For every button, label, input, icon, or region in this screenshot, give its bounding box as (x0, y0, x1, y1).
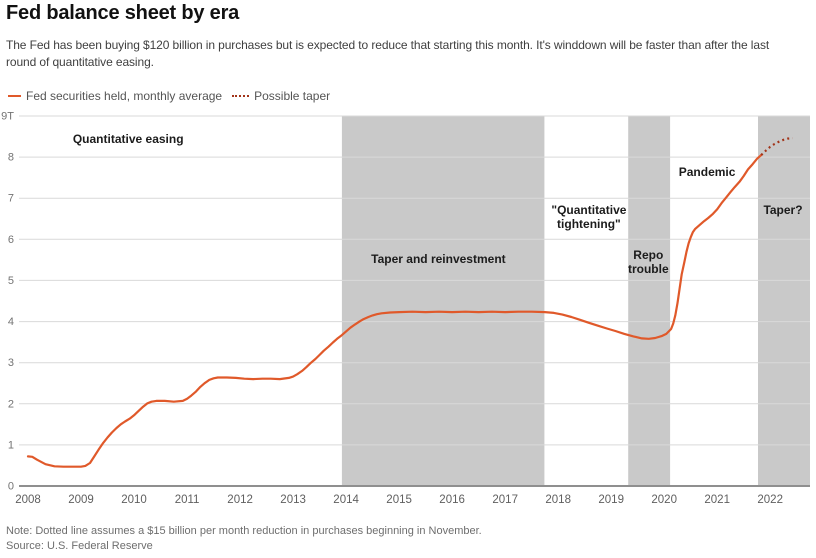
era-label: Taper and reinvestment (371, 252, 505, 266)
y-tick-label: 8 (8, 152, 14, 164)
era-label: Taper? (763, 203, 802, 217)
era-label: Quantitative easing (73, 132, 184, 146)
chart-source: Source: U.S. Federal Reserve (6, 540, 153, 552)
x-tick-label: 2010 (121, 494, 147, 506)
y-tick-label: 6 (8, 234, 14, 246)
y-tick-label: 1 (8, 439, 14, 451)
x-tick-label: 2008 (15, 494, 41, 506)
x-tick-label: 2018 (545, 494, 571, 506)
x-tick-label: 2009 (68, 494, 94, 506)
y-tick-label: 0 (8, 481, 14, 493)
series-line-solid (26, 154, 763, 468)
y-tick-label: 4 (8, 316, 14, 328)
x-tick-label: 2016 (439, 494, 465, 506)
legend-item-solid: Fed securities held, monthly average (8, 89, 222, 103)
legend-item-dotted: Possible taper (232, 89, 330, 103)
x-tick-label: 2022 (757, 494, 783, 506)
x-tick-label: 2017 (492, 494, 518, 506)
era-band (341, 116, 545, 486)
x-tick-label: 2021 (704, 494, 730, 506)
x-tick-label: 2020 (651, 494, 677, 506)
page-subtitle: The Fed has been buying $120 billion in … (6, 38, 770, 69)
era-band (628, 116, 671, 486)
y-tick-label: 7 (8, 193, 14, 205)
x-tick-label: 2012 (227, 494, 253, 506)
legend-label: Possible taper (254, 89, 331, 103)
x-tick-label: 2013 (280, 494, 306, 506)
x-tick-label: 2011 (175, 494, 200, 506)
y-tick-label: 9T (1, 111, 14, 123)
chart-legend: Fed securities held, monthly average Pos… (8, 88, 330, 104)
dotted-line-swatch-icon (232, 95, 250, 97)
era-label: Pandemic (679, 165, 736, 179)
legend-label: Fed securities held, monthly average (26, 89, 223, 103)
era-label: "Quantitative tightening" (551, 203, 626, 231)
x-tick-label: 2014 (333, 494, 359, 506)
solid-line-swatch-icon (8, 95, 21, 97)
page-title: Fed balance sheet by era (6, 2, 240, 24)
era-band (758, 116, 810, 486)
x-tick-label: 2019 (598, 494, 624, 506)
chart-note: Note: Dotted line assumes a $15 billion … (6, 525, 482, 537)
y-tick-label: 3 (8, 357, 14, 369)
x-tick-label: 2015 (386, 494, 412, 506)
y-tick-label: 2 (8, 398, 14, 410)
y-tick-label: 5 (8, 275, 14, 287)
era-label: Repo trouble (628, 248, 669, 276)
